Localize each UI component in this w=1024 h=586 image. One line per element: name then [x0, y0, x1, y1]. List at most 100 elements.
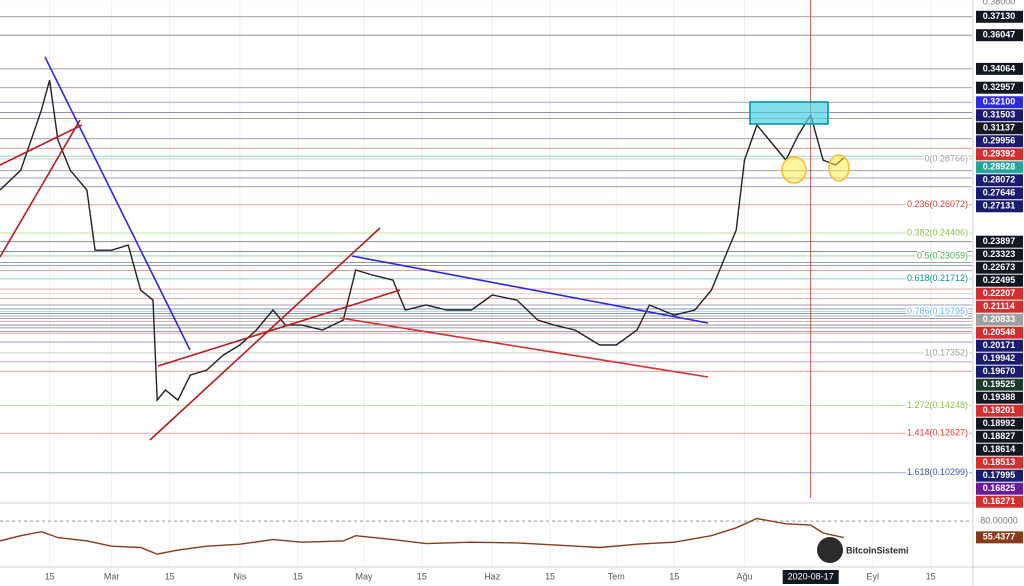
- y-tick-label: 0.31137: [983, 123, 1015, 133]
- axes: 15 Mar 15 Nis 15 May 15 Haz 15 Tem 15 Ağu Eyl 15 0.380…: [45, 0, 1023, 584]
- y-tick-box: [976, 200, 1023, 213]
- y-tick-box: [976, 313, 1023, 326]
- fib-label: 0.236(0.26072): [907, 199, 968, 209]
- y-tick-box: [976, 391, 1023, 404]
- y-tick-box: [976, 109, 1023, 122]
- fib-label: 0(0.28766): [924, 153, 968, 163]
- y-tick-box: [976, 274, 1023, 287]
- y-tick-label: 0.29392: [983, 149, 1016, 159]
- y-tick-box: [976, 29, 1023, 42]
- zone-box: [749, 101, 829, 125]
- y-tick-label: 0.28928: [983, 162, 1016, 172]
- y-tick-label: 0.22207: [983, 288, 1016, 298]
- x-tick-label: 15: [669, 571, 679, 581]
- y-tick-label: 0.19201: [983, 405, 1016, 415]
- watermark-icon: [817, 537, 843, 563]
- y-tick-label: 80.00000: [980, 516, 1018, 526]
- trend-line: [351, 255, 709, 324]
- y-tick-box: [976, 495, 1023, 508]
- y-tick-box: [976, 365, 1023, 378]
- y-tick-box: [976, 248, 1023, 261]
- y-tick-label: 0.19670: [983, 366, 1016, 376]
- x-tick-label: Nis: [233, 571, 246, 581]
- x-tick-label: 15: [165, 571, 175, 581]
- last-value-box: [976, 531, 1023, 544]
- last-value-label: 55.4377: [983, 532, 1016, 542]
- y-tick-label: 0.29956: [983, 136, 1016, 146]
- y-tick-label: 0.18513: [983, 457, 1016, 467]
- y-tick-label: 0.20833: [983, 314, 1016, 324]
- x-tick-label: Eyl: [866, 571, 879, 581]
- y-tick-label: 0.38000: [983, 0, 1016, 6]
- x-tick-label: Tem: [608, 571, 625, 581]
- y-tick-box: [976, 174, 1023, 187]
- y-tick-box: [976, 469, 1023, 482]
- y-tick-label: 0.21114: [983, 301, 1015, 311]
- fib-label: 1.414(0.12627): [907, 428, 968, 438]
- trend-line: [0, 124, 83, 166]
- y-tick-box: [976, 352, 1023, 365]
- y-tick-box: [976, 417, 1023, 430]
- price-line: [0, 517, 844, 555]
- y-tick-label: 0.18992: [983, 418, 1016, 428]
- y-tick-box: [976, 235, 1023, 248]
- fib-label: 1.272(0.14248): [907, 400, 968, 410]
- trend-line: [157, 289, 401, 367]
- y-tick-label: 0.34064: [983, 63, 1016, 73]
- y-tick-label: 0.37130: [983, 11, 1016, 21]
- y-tick-label: 0.32957: [983, 82, 1016, 92]
- y-tick-box: [976, 10, 1023, 23]
- x-tick-label: 15: [45, 571, 55, 581]
- trend-line: [0, 119, 81, 258]
- x-tick-label: 15: [417, 571, 427, 581]
- y-tick-label: 0.19942: [983, 353, 1016, 363]
- x-tick-label: Haz: [484, 571, 501, 581]
- fib-label: 0.786(0.19795): [907, 306, 968, 316]
- y-tick-box: [976, 287, 1023, 300]
- y-tick-label: 0.22673: [983, 262, 1016, 272]
- price-line: [0, 80, 845, 402]
- drawings: [0, 56, 850, 441]
- y-tick-label: 0.16271: [983, 496, 1016, 506]
- y-tick-label: 0.23323: [983, 249, 1016, 259]
- y-tick-box: [976, 62, 1023, 75]
- y-tick-box: [976, 135, 1023, 148]
- crosshair-label: 2020-08-17: [788, 571, 834, 581]
- y-tick-box: [976, 378, 1023, 391]
- y-tick-box: [976, 161, 1023, 174]
- fib-label: 1.618(0.10299): [907, 467, 968, 477]
- y-tick-box: [976, 122, 1023, 135]
- y-tick-box: [976, 456, 1023, 469]
- x-tick-label: 15: [545, 571, 555, 581]
- y-tick-label: 0.16825: [983, 483, 1016, 493]
- y-tick-label: 0.27131: [983, 201, 1016, 211]
- crosshair-box: [782, 570, 839, 584]
- y-tick-label: 0.27646: [983, 188, 1016, 198]
- y-tick-box: [976, 339, 1023, 352]
- x-tick-label: Ağu: [737, 571, 753, 581]
- y-tick-label: 0.18827: [983, 431, 1016, 441]
- fib-label: 0.618(0.21712): [907, 273, 968, 283]
- y-tick-label: 0.36047: [983, 30, 1016, 40]
- y-tick-label: 0.19525: [983, 379, 1016, 389]
- fib-label: 1(0.17352): [924, 347, 968, 357]
- y-tick-box: [976, 148, 1023, 161]
- y-tick-label: 0.22495: [983, 275, 1016, 285]
- indicator-pane: [0, 517, 972, 555]
- x-tick-label: 15: [293, 571, 303, 581]
- y-tick-label: 0.31503: [983, 110, 1016, 120]
- y-tick-label: 0.23897: [983, 236, 1016, 246]
- y-tick-box: [976, 187, 1023, 200]
- y-tick-box: [976, 430, 1023, 443]
- highlight: [781, 156, 807, 184]
- y-tick-box: [976, 443, 1023, 456]
- fib-label: 0.5(0.23059): [917, 250, 968, 260]
- y-tick-label: 0.20548: [983, 327, 1016, 337]
- y-tick-label: 0.20171: [983, 340, 1016, 350]
- y-tick-box: [976, 81, 1023, 94]
- trend-line: [149, 227, 381, 441]
- y-tick-label: 0.17995: [983, 470, 1016, 480]
- y-tick-label: 0.18614: [983, 444, 1016, 454]
